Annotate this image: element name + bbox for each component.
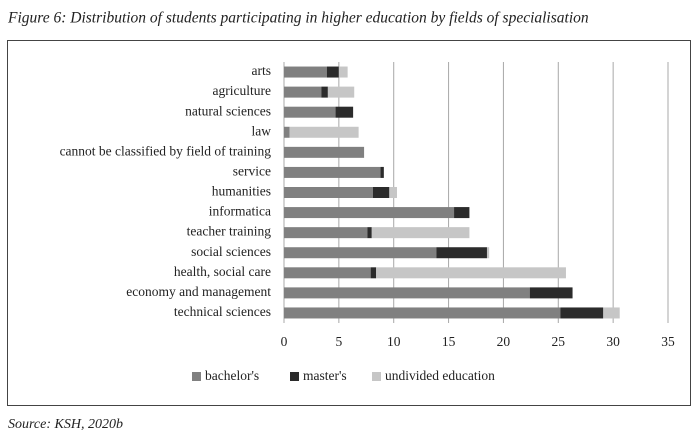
bar-segment	[327, 86, 355, 98]
x-tick-label: 10	[387, 334, 401, 349]
y-tick-label: health, social care	[174, 264, 271, 279]
y-tick-label: law	[252, 123, 272, 138]
x-tick-label: 35	[661, 334, 675, 349]
y-tick-label: cannot be classified by field of trainin…	[60, 143, 272, 158]
bar-segment	[380, 166, 384, 178]
y-tick-label: technical sciences	[174, 304, 271, 319]
y-tick-label: teacher training	[187, 224, 272, 239]
bar-segment	[326, 66, 339, 78]
bar-segment	[289, 126, 359, 138]
x-tick-label: 30	[606, 334, 620, 349]
bar-segment	[376, 267, 566, 279]
chart-title: Figure 6: Distribution of students parti…	[7, 10, 589, 27]
legend-swatch	[290, 372, 299, 381]
y-tick-label: agriculture	[213, 83, 271, 98]
chart-frame	[7, 40, 691, 406]
bar-segment	[284, 86, 322, 98]
x-tick-label: 25	[552, 334, 566, 349]
bar-segment	[603, 307, 620, 319]
bar-segment	[436, 247, 487, 259]
x-tick-label: 5	[335, 334, 342, 349]
legend-label: undivided education	[385, 368, 495, 383]
bar-segment	[389, 187, 398, 198]
legend-swatch	[372, 372, 381, 381]
bar-segment	[454, 207, 470, 219]
y-tick-label: informatica	[209, 204, 271, 219]
bar-segment	[335, 106, 354, 118]
bar-segment	[371, 227, 470, 239]
legend-label: master's	[303, 368, 347, 383]
bar-segment	[284, 146, 365, 158]
bar-segment	[284, 106, 336, 118]
y-tick-label: economy and management	[126, 284, 271, 299]
y-tick-label: arts	[252, 63, 272, 78]
bar-segment	[338, 66, 348, 78]
bar-segment	[486, 247, 490, 259]
bar-segment	[560, 307, 604, 319]
x-tick-label: 20	[497, 334, 511, 349]
bar-segment	[284, 287, 530, 299]
source-note: Source: KSH, 2020b	[8, 417, 123, 432]
bar-segment	[367, 227, 372, 239]
y-tick-label: humanities	[212, 184, 271, 199]
bar-segment	[284, 166, 381, 178]
legend-swatch	[192, 372, 201, 381]
bar-segment	[284, 207, 455, 219]
bar-segment	[529, 287, 573, 299]
y-tick-label: service	[233, 164, 271, 179]
bar-segment	[321, 86, 328, 98]
bar-segment	[284, 247, 437, 259]
bar-segment	[284, 66, 327, 78]
x-tick-label: 0	[281, 334, 288, 349]
y-tick-label: natural sciences	[185, 103, 271, 118]
bar-segment	[284, 267, 371, 279]
bar-segment	[372, 187, 390, 198]
bar-segment	[284, 187, 373, 198]
bar-segment	[284, 227, 368, 239]
bar-segment	[370, 267, 377, 279]
legend-label: bachelor's	[205, 368, 259, 383]
bar-segment	[284, 307, 561, 319]
y-tick-label: social sciences	[191, 244, 271, 259]
bar-segment	[284, 126, 290, 138]
x-tick-label: 15	[442, 334, 456, 349]
